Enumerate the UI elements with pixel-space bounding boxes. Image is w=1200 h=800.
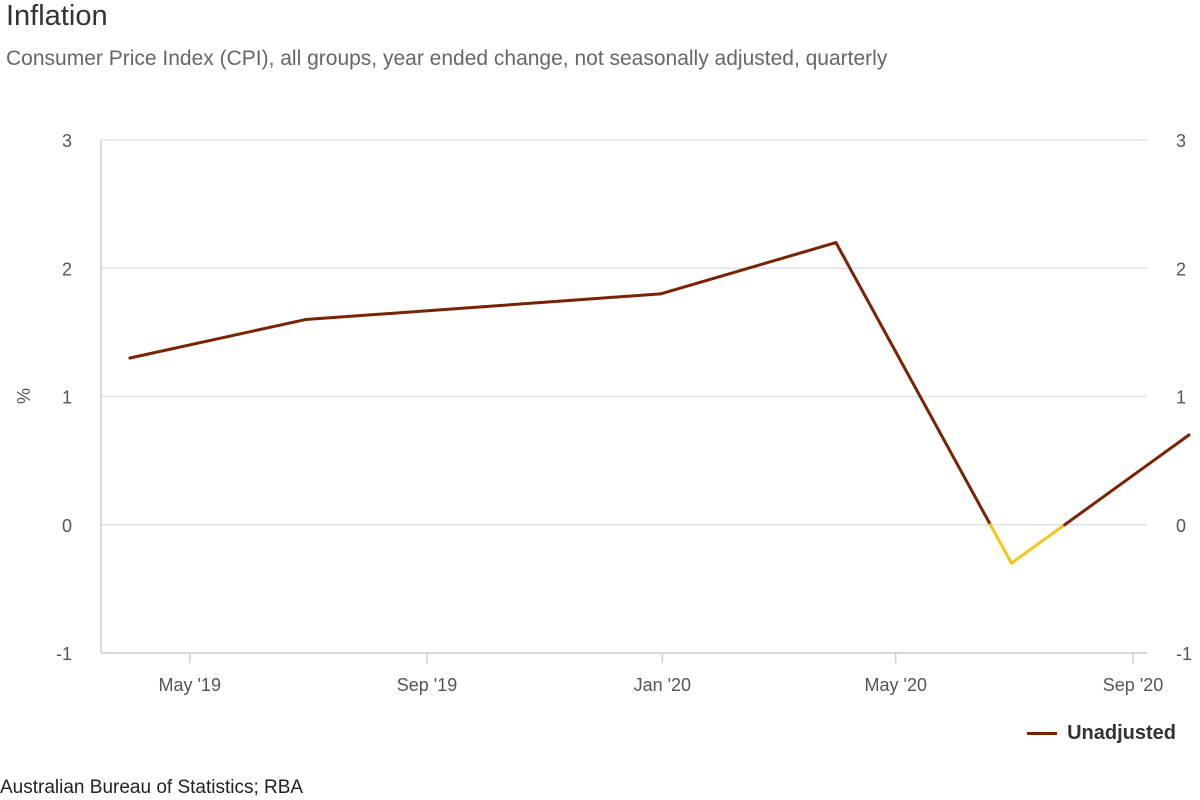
data-point	[303, 318, 307, 322]
legend-swatch	[1027, 732, 1058, 735]
x-axis: May '19 Sep '19 Jan '20 May '20 Sep '20	[101, 652, 1164, 695]
y-tick-label-left: 1	[62, 388, 72, 408]
x-tick-label: Sep '19	[397, 675, 458, 695]
y-tick-label-right: 3	[1176, 131, 1186, 151]
y-axis-right-ticks: 3 2 1 0 -1	[1176, 131, 1192, 664]
y-tick-label-left: 3	[62, 131, 72, 151]
y-tick-label-left: -1	[56, 644, 72, 664]
chart-subtitle: Consumer Price Index (CPI), all groups, …	[6, 47, 888, 70]
data-point	[834, 241, 838, 245]
gridlines	[100, 139, 1147, 654]
y-tick-label-left: 2	[62, 259, 72, 279]
series-segment	[128, 318, 307, 360]
series-segment	[1009, 523, 1067, 565]
source-note: Australian Bureau of Statistics; RBA	[0, 777, 304, 798]
data-point	[481, 305, 485, 309]
data-point	[1009, 561, 1013, 565]
series-segment	[1063, 433, 1191, 527]
y-axis-left-ticks: 3 2 1 0 -1	[56, 131, 72, 664]
y-tick-label-right: -1	[1176, 644, 1192, 664]
legend-label-unadjusted: Unadjusted	[1067, 722, 1176, 744]
y-tick-label-right: 2	[1176, 259, 1186, 279]
legend: Unadjusted	[1027, 722, 1176, 745]
data-point	[1187, 433, 1191, 437]
series-segment	[658, 241, 838, 296]
x-tick-label: Jan '20	[634, 675, 691, 695]
series-segment	[303, 305, 485, 322]
series-segment	[834, 241, 992, 527]
series-segment	[481, 292, 662, 309]
y-tick-label-left: 0	[62, 516, 72, 536]
data-point	[128, 356, 132, 360]
series-unadjusted	[128, 241, 1191, 565]
x-tick-label: May '20	[865, 675, 927, 695]
y-tick-label-right: 1	[1176, 388, 1186, 408]
y-tick-label-right: 0	[1176, 516, 1186, 536]
x-tick-label: May '19	[158, 675, 220, 695]
chart-title: Inflation	[6, 0, 108, 32]
y-axis-label: %	[14, 388, 34, 404]
x-tick-label: Sep '20	[1103, 675, 1164, 695]
data-point	[658, 292, 662, 296]
series-segment	[988, 523, 1013, 565]
